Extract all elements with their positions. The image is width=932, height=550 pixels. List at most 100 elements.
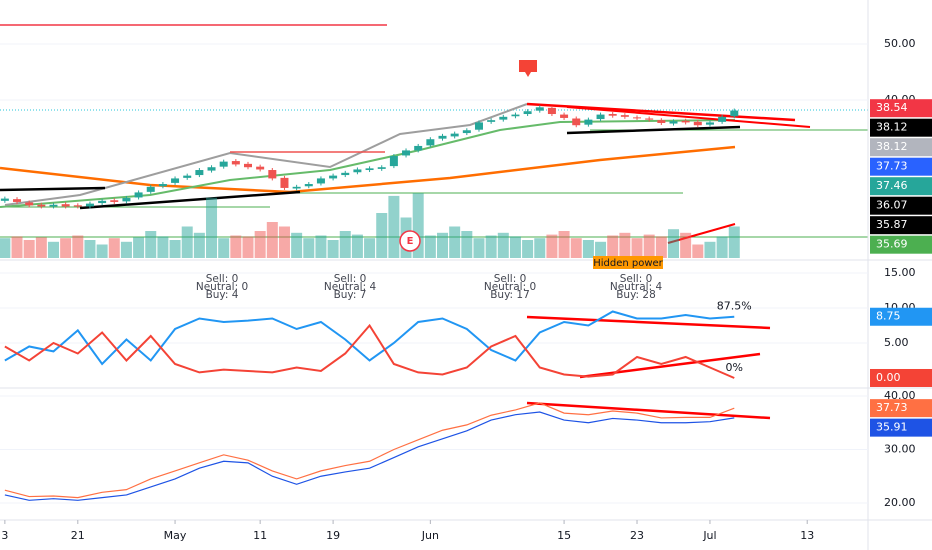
candle-body [146,186,155,192]
x-tick-label: 15 [557,529,571,542]
candle-body [61,204,70,207]
x-tick-label: 11 [253,529,267,542]
trend-line [4,103,528,206]
volume-bar [327,240,339,258]
volume-bar [412,193,424,258]
earnings-label: E [407,236,414,247]
volume-bar [667,229,679,258]
candle-body [450,133,459,137]
volume-bar [133,237,145,258]
candle-body [718,116,727,122]
volume-bar [72,235,84,258]
price-label-box [870,368,932,387]
volume-bar [595,241,607,258]
signal-text: Sell: 0 [620,273,653,285]
volume-bar [254,231,266,258]
volume-bar [291,232,303,258]
signal-text: Buy: 28 [616,289,656,301]
volume-bar [278,226,290,258]
candle-body [499,116,508,120]
candle-body [693,121,702,126]
candle-body [645,118,654,120]
x-tick-label: 19 [326,529,340,542]
signal-text: Buy: 17 [490,289,530,301]
volume-bar [473,238,485,258]
series-line [4,310,735,366]
price-label-box [870,418,932,437]
candle-body [681,120,690,123]
candle-body [268,170,277,179]
annotation: Hidden power [593,258,663,269]
candle-body [73,205,82,207]
signal-text: Buy: 7 [334,289,367,301]
candle-body [633,117,642,119]
volume-bar [120,241,132,258]
candle-body [195,170,204,176]
volume-bar [108,238,120,258]
signal-text: Neutral: 0 [484,281,536,293]
series-line [4,402,735,499]
candle-body [134,192,143,198]
volume-bar [218,238,230,258]
price-label-box [870,307,932,326]
price-label: 0.00 [876,371,901,384]
price-label-box [870,118,932,137]
candle-body [535,107,544,111]
x-tick-label: Jun [421,529,439,542]
candle-body [280,177,289,188]
candle-body [304,184,313,187]
price-label: 38.12 [876,140,908,153]
candle-body [219,161,228,167]
y-tick-label: 15.00 [884,266,916,279]
x-tick-label: May [164,529,187,542]
candle-body [402,150,411,156]
price-label: 8.75 [876,310,901,323]
price-label-box [870,399,932,418]
candle-body [669,121,678,124]
candle-body [389,156,398,167]
price-label-box [870,157,932,176]
trend-line [0,186,106,192]
candle-body [414,145,423,151]
signal-text: Neutral: 0 [196,281,248,293]
candle-body [438,135,447,139]
y-tick-label: 50.00 [884,37,916,50]
moving-average [0,119,736,208]
price-label: 38.54 [876,101,908,114]
candle-body [365,168,374,171]
candle-body [547,107,556,115]
candle-body [474,122,483,130]
candle-body [158,184,167,187]
earnings-marker [399,230,421,252]
candle-body [705,122,714,125]
candle-body [329,175,338,179]
price-label: 37.73 [876,401,908,414]
signal-text: Sell: 0 [494,273,527,285]
volume-bar [704,241,716,258]
volume-bar [169,240,181,258]
series-line [4,411,735,501]
candle-body [183,175,192,178]
candle-body [596,114,605,120]
volume-bar [680,232,692,258]
volume-bar [607,235,619,258]
trend-line [526,401,771,420]
volume-bar [424,235,436,258]
volume-bar [35,237,47,258]
y-tick-label: 40.00 [884,389,916,402]
signal-text: Sell: 0 [334,273,367,285]
volume-bar [485,235,497,258]
x-tick-label: Jul [702,529,716,542]
candle-body [608,114,617,116]
volume-bar [315,235,327,258]
flag-marker [519,60,537,77]
candle-body [426,139,435,146]
volume-bar [0,238,11,258]
candle-body [256,166,265,170]
candle-body [49,204,58,207]
price-label-box [870,177,932,196]
price-label: 35.91 [876,421,908,434]
volume-bar [716,236,728,258]
